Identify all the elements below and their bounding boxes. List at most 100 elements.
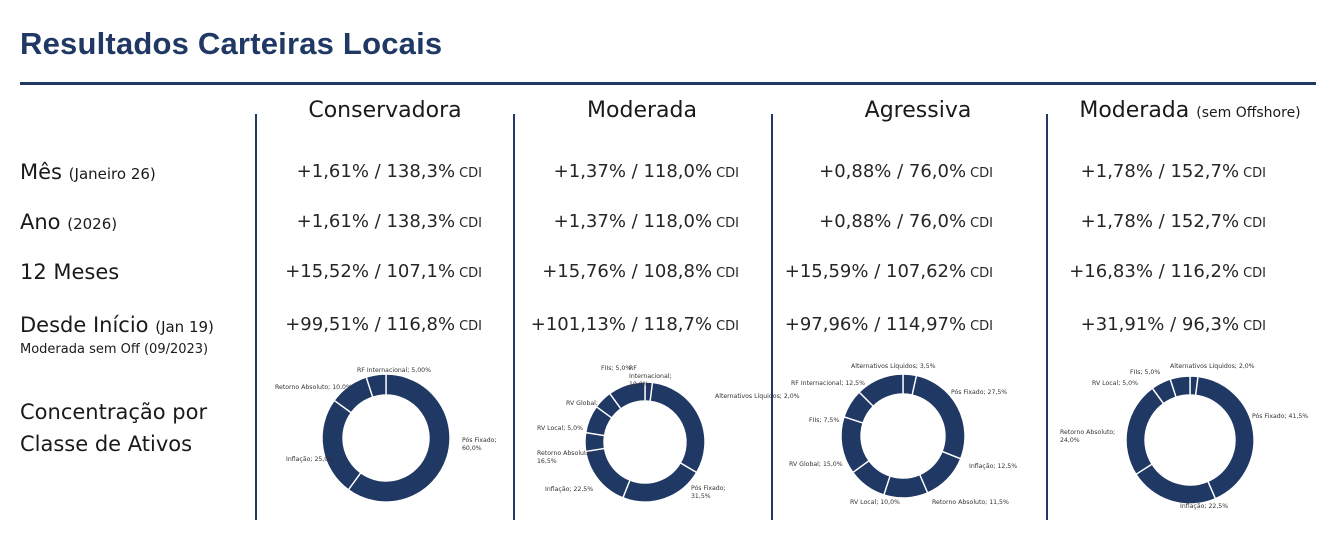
donut-slice [1125, 387, 1165, 476]
value-cell: +16,83% / 116,2% CDI [1046, 261, 1266, 282]
value-cell: +1,61% / 138,3% CDI [262, 211, 482, 232]
slice-label: RF Internacional; 12,5% [791, 380, 865, 387]
donut-slice [858, 373, 904, 408]
slice-label: RV Global; 15,0% [789, 461, 843, 468]
value-text: +1,61% / 138,3% [296, 161, 456, 182]
slice-label: Inflação; 12,5% [969, 463, 1017, 470]
slice-label: Inflação; 25,0% [286, 456, 334, 463]
value-text: +97,96% / 114,97% [784, 314, 967, 335]
slice-label: FIIs; 5,0% [601, 365, 631, 372]
donut-slice [840, 415, 870, 474]
slice-label: Pós Fixado; 31,5% [691, 484, 726, 500]
slice-label: Inflação; 22,5% [1180, 503, 1228, 510]
value-text: +15,76% / 108,8% [542, 261, 713, 282]
donut-slice [1134, 463, 1217, 505]
slice-label: Retorno Absoluto; 24,0% [1060, 429, 1115, 444]
value-cell: +101,13% / 118,7% CDI [519, 314, 739, 335]
slice-label: Pós Fixado; 41,5% [1252, 412, 1308, 420]
donut-chart-agressiva: Alternativos Líquidos; 3,5% Pós Fixado; 2… [789, 362, 1017, 506]
value-text: +1,37% / 118,0% [553, 211, 713, 232]
donut-slice [882, 473, 929, 499]
slice-label: Alternativos Líquidos; 2,0% [1170, 362, 1255, 370]
unit-label: CDI [459, 319, 482, 334]
column-header-moderada-sem-offshore: Moderada (sem Offshore) [1079, 98, 1301, 123]
slice-label: Alternativos Líquidos; 2,0% [715, 392, 800, 400]
column-divider [255, 114, 257, 520]
value-text: +0,88% / 76,0% [819, 161, 967, 182]
donut-slice [911, 374, 966, 460]
row-label-mes: Mês (Janeiro 26) [20, 160, 156, 184]
value-text: +15,52% / 107,1% [285, 261, 456, 282]
value-text: +1,78% / 152,7% [1080, 161, 1240, 182]
value-text: +101,13% / 118,7% [530, 314, 713, 335]
unit-label: CDI [1243, 166, 1266, 181]
value-text: +1,37% / 118,0% [553, 161, 713, 182]
page-title: Resultados Carteiras Locais [20, 26, 443, 61]
donut-slice [1194, 375, 1255, 500]
unit-label: CDI [970, 166, 993, 181]
donut-chart-moderada-sem-offshore: Alternativos Líquidos; 2,0% Pós Fixado; 4… [1060, 362, 1308, 510]
slice-label: Retorno Absoluto; 11,5% [932, 499, 1009, 506]
donut-slice [347, 373, 451, 503]
value-cell: +99,51% / 116,8% CDI [262, 314, 482, 335]
slice-label: FIIs; 5,0% [1130, 369, 1160, 376]
slice-label: Pós Fixado; 60,0% [462, 436, 497, 452]
value-cell: +31,91% / 96,3% CDI [1046, 314, 1266, 335]
value-cell: +15,59% / 107,62% CDI [773, 261, 993, 282]
donut-chart-conservadora: Pós Fixado; 60,0% Inflação; 25,0% Retorno A… [275, 367, 497, 503]
donut-slice [365, 373, 387, 398]
donut-slice [1169, 375, 1191, 399]
column-divider [1046, 114, 1048, 520]
unit-label: CDI [1243, 266, 1266, 281]
unit-label: CDI [970, 266, 993, 281]
value-cell: +1,37% / 118,0% CDI [519, 211, 739, 232]
value-text: +31,91% / 96,3% [1080, 314, 1240, 335]
unit-label: CDI [716, 319, 739, 334]
slice-label: RV Global; 7,5% [566, 400, 616, 407]
donut-slice [622, 461, 698, 503]
value-cell: +97,96% / 114,97% CDI [773, 314, 993, 335]
unit-label: CDI [716, 166, 739, 181]
slice-label: Retorno Absoluto; 16,5% [537, 450, 592, 465]
slice-label: Retorno Absoluto; 10,0% [275, 384, 352, 391]
column-divider [771, 114, 773, 520]
value-cell: +15,52% / 107,1% CDI [262, 261, 482, 282]
slice-label: Inflação; 22,5% [545, 486, 593, 493]
unit-label: CDI [970, 216, 993, 231]
value-cell: +1,78% / 152,7% CDI [1046, 161, 1266, 182]
unit-label: CDI [459, 216, 482, 231]
value-cell: +15,76% / 108,8% CDI [519, 261, 739, 282]
slice-label: RF Internacional; 5,00% [357, 367, 431, 374]
title-divider [20, 82, 1316, 85]
row-note-desde-inicio: Moderada sem Off (09/2023) [20, 342, 209, 357]
donut-slice [649, 381, 706, 474]
value-text: +0,88% / 76,0% [819, 211, 967, 232]
unit-label: CDI [1243, 319, 1266, 334]
slice-label: Alternativos Líquidos; 3,5% [851, 362, 936, 370]
donut-slice [321, 399, 362, 491]
unit-label: CDI [1243, 216, 1266, 231]
column-header-conservadora: Conservadora [308, 98, 462, 123]
unit-label: CDI [459, 266, 482, 281]
unit-label: CDI [716, 216, 739, 231]
row-label-12-meses: 12 Meses [20, 260, 120, 284]
slice-label: RV Local; 5,0% [537, 425, 583, 432]
row-label-ano: Ano (2026) [20, 210, 118, 234]
value-text: +1,61% / 138,3% [296, 211, 456, 232]
slice-label: FIIs; 7,5% [809, 417, 839, 424]
column-divider [513, 114, 515, 520]
concentration-label: Concentração por Classe de Ativos [20, 400, 208, 456]
value-cell: +1,37% / 118,0% CDI [519, 161, 739, 182]
value-cell: +1,78% / 152,7% CDI [1046, 211, 1266, 232]
value-text: +1,78% / 152,7% [1080, 211, 1240, 232]
slice-label: RV Local; 5,0% [1092, 380, 1138, 387]
slice-label: Pós Fixado; 27,5% [951, 388, 1007, 396]
unit-label: CDI [716, 266, 739, 281]
slice-label: RF Internacional; 10,0% [629, 365, 672, 388]
row-label-desde-inicio: Desde Início (Jan 19) [20, 313, 214, 337]
value-cell: +0,88% / 76,0% CDI [773, 161, 993, 182]
slice-label: RV Local; 10,0% [850, 499, 900, 506]
donut-chart-moderada: Alternativos Líquidos; 2,0% Pós Fixado; 31… [537, 365, 800, 503]
unit-label: CDI [970, 319, 993, 334]
value-text: +99,51% / 116,8% [285, 314, 456, 335]
